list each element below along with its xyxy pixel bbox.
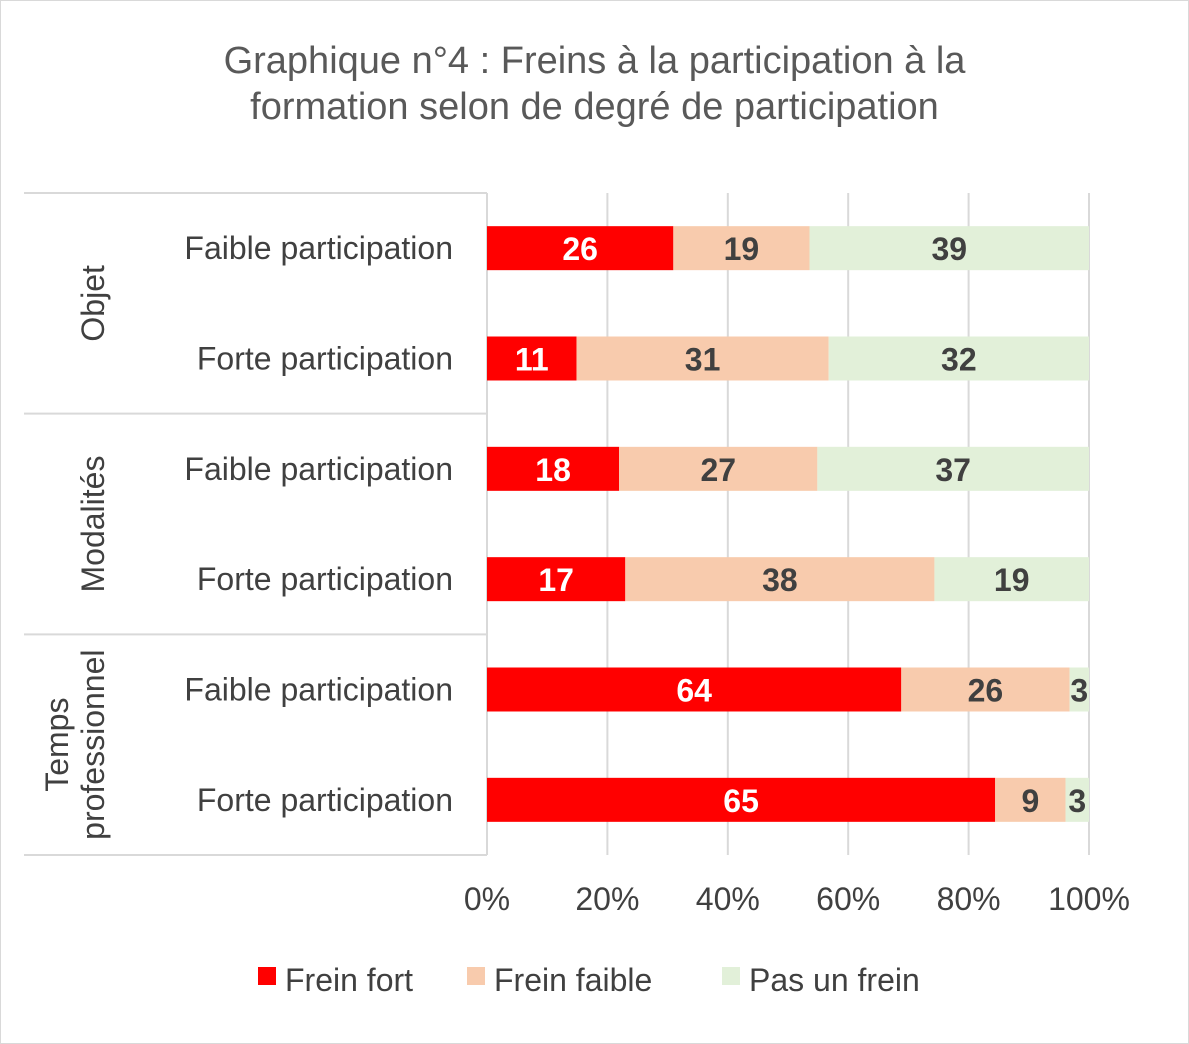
legend-label: Pas un frein	[749, 962, 920, 998]
x-tick-label: 20%	[575, 881, 639, 917]
group-label: Temps	[39, 698, 75, 792]
legend-swatch	[258, 967, 276, 985]
category-label: Faible participation	[184, 230, 453, 266]
bar-segment	[487, 446, 620, 491]
data-label: 31	[685, 342, 721, 378]
category-label: Faible participation	[184, 451, 453, 487]
data-label: 37	[935, 452, 971, 488]
bar-segment	[1069, 667, 1089, 712]
chart-title: Graphique n°4 : Freins à la participatio…	[0, 38, 1189, 130]
data-label: 26	[562, 231, 598, 267]
bar-segment	[828, 336, 1089, 381]
data-label: 32	[941, 342, 977, 378]
data-label: 65	[723, 783, 759, 819]
bar-segment	[817, 446, 1089, 491]
bar-segment	[901, 667, 1070, 712]
bar-segment	[576, 336, 829, 381]
x-tick-label: 60%	[816, 881, 880, 917]
x-tick-label: 100%	[1048, 881, 1130, 917]
legend-swatch	[467, 967, 485, 985]
bar-segment	[809, 226, 1089, 271]
category-label: Forte participation	[197, 341, 453, 377]
category-label: Faible participation	[184, 672, 453, 708]
data-label: 3	[1070, 673, 1088, 709]
data-label: 38	[762, 562, 798, 598]
data-label: 19	[724, 231, 760, 267]
data-label: 64	[676, 673, 712, 709]
x-tick-label: 0%	[464, 881, 510, 917]
data-label: 18	[535, 452, 571, 488]
chart-title-line-1: Graphique n°4 : Freins à la participatio…	[223, 40, 966, 82]
data-label: 39	[931, 231, 967, 267]
data-label: 3	[1068, 783, 1086, 819]
data-label: 26	[968, 673, 1004, 709]
category-label: Forte participation	[197, 782, 453, 818]
data-label: 19	[994, 562, 1030, 598]
legend-swatch	[722, 967, 740, 985]
bar-segment	[995, 777, 1066, 822]
x-tick-label: 80%	[937, 881, 1001, 917]
data-label: 9	[1021, 783, 1039, 819]
bar-segment	[487, 557, 626, 602]
data-label: 17	[538, 562, 574, 598]
bar-segment	[1065, 777, 1089, 822]
bar-segment	[934, 557, 1089, 602]
group-label: Objet	[75, 265, 111, 342]
bar-segment	[619, 446, 818, 491]
bar-segment	[625, 557, 935, 602]
bar-segment	[487, 336, 577, 381]
bar-segment	[487, 667, 902, 712]
legend-label: Frein faible	[494, 962, 652, 998]
bar-segment	[673, 226, 810, 271]
data-label: 27	[700, 452, 736, 488]
group-label: Modalités	[75, 456, 111, 593]
bar-segment	[487, 226, 674, 271]
data-label: 11	[515, 342, 549, 378]
bar-segment	[487, 777, 996, 822]
legend-label: Frein fort	[285, 962, 413, 998]
x-tick-label: 40%	[696, 881, 760, 917]
category-label: Forte participation	[197, 561, 453, 597]
group-label: professionnel	[75, 649, 111, 839]
chart-title-line-2: formation selon de degré de participatio…	[250, 86, 939, 128]
